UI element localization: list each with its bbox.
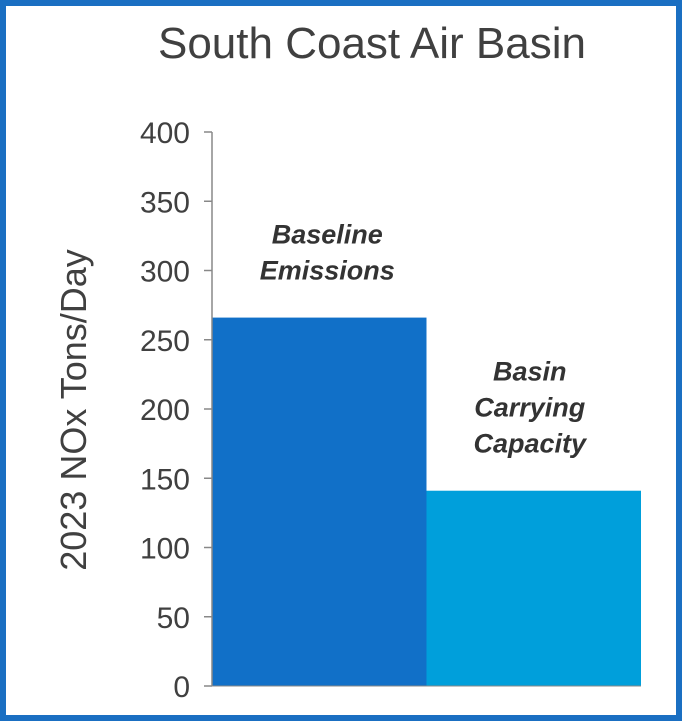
bar-1-label: Emissions <box>260 256 395 286</box>
bar-2-label: Basin <box>493 357 567 387</box>
bar-2-label: Capacity <box>473 429 588 459</box>
y-tick-label: 300 <box>140 256 190 289</box>
bar-2-label: Carrying <box>474 393 586 423</box>
plot-area: 0 50 100 150 200 250 300 350 400 Baseline Emission… <box>140 117 641 704</box>
y-tick-label: 350 <box>140 186 190 219</box>
bar-2 <box>426 490 641 686</box>
y-tick-label: 150 <box>140 463 190 496</box>
bar-1-label: Baseline <box>272 220 383 250</box>
y-tick-label: 400 <box>140 117 190 150</box>
y-tick-label: 0 <box>173 671 190 704</box>
bar-1 <box>212 317 427 686</box>
y-tick-label: 100 <box>140 533 190 566</box>
y-tick-label: 50 <box>157 602 190 635</box>
y-tick-label: 250 <box>140 325 190 358</box>
y-axis-label: 2023 NOx Tons/Day <box>53 249 94 571</box>
chart-title: South Coast Air Basin <box>158 19 586 68</box>
y-tick-label: 200 <box>140 394 190 427</box>
